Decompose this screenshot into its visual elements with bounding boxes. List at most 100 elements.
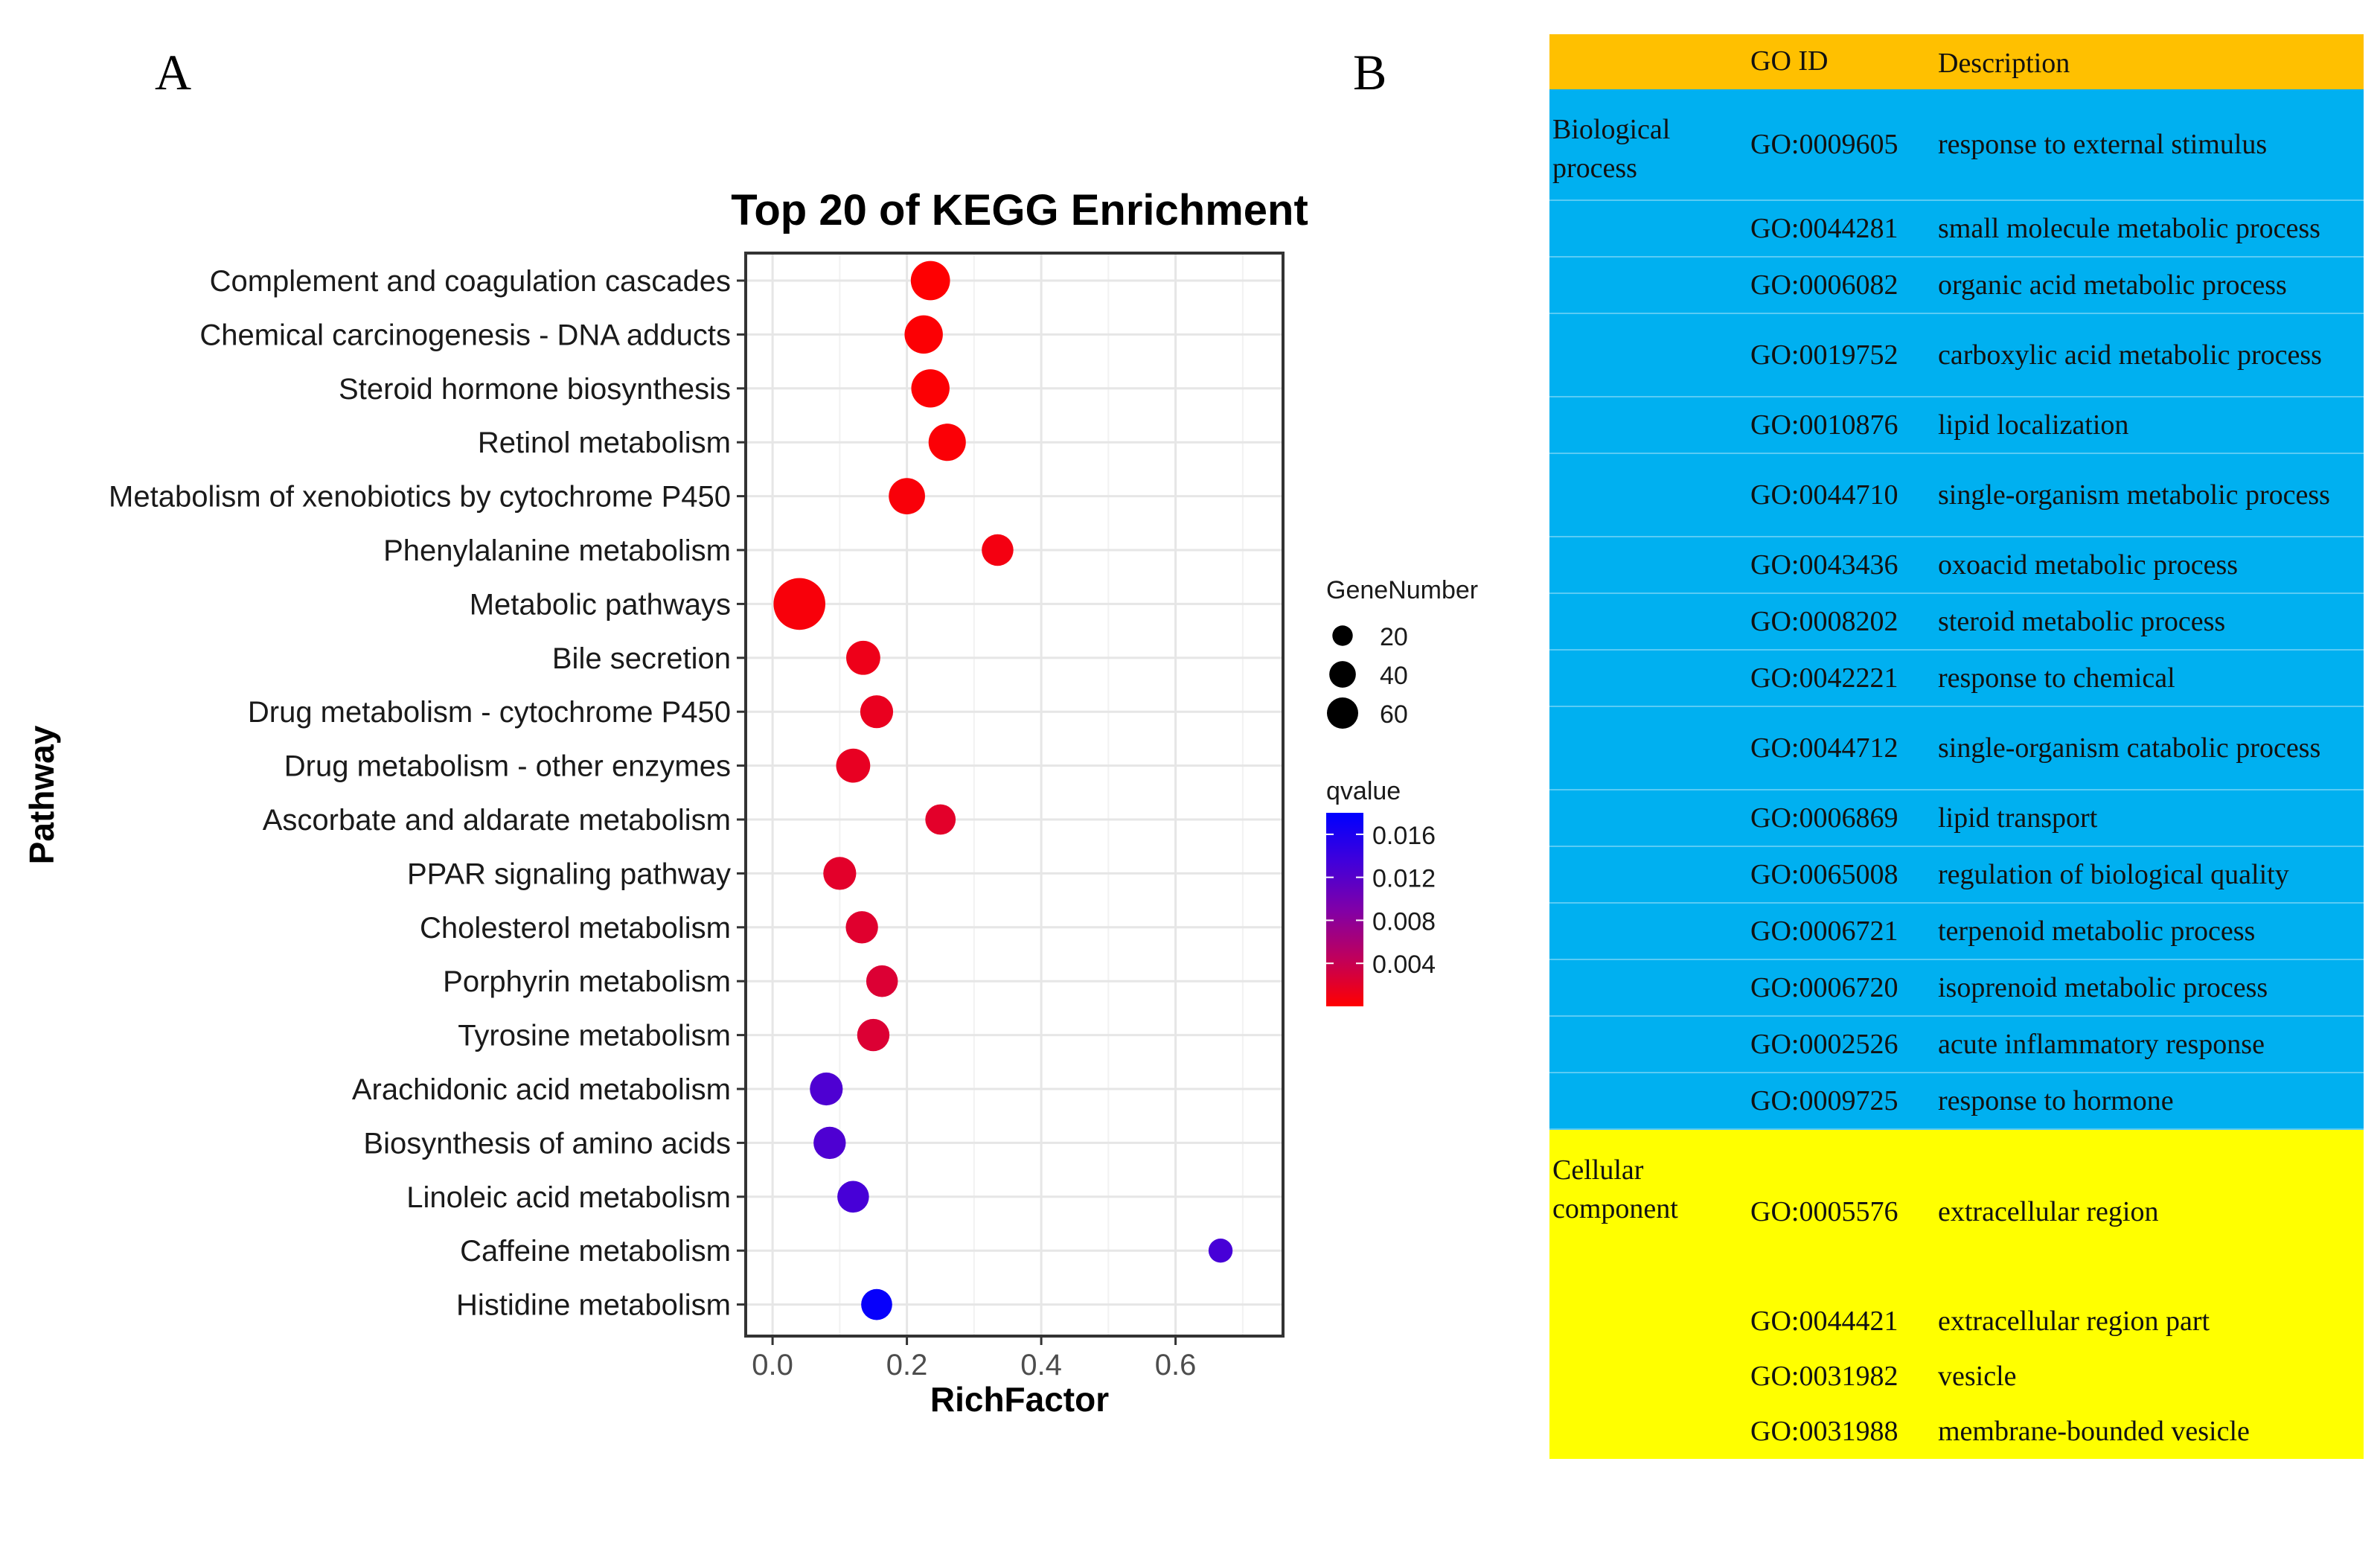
pathway-label: Caffeine metabolism [460, 1235, 731, 1268]
color-legend-label: 0.016 [1372, 822, 1436, 850]
pathway-label: Bile secretion [552, 642, 731, 675]
go-description-cell: single-organism catabolic process [1938, 732, 2321, 764]
pathway-label: Drug metabolism - cytochrome P450 [248, 696, 731, 729]
pathway-label: Arachidonic acid metabolism [352, 1073, 731, 1106]
go-id-cell: GO:0031988 [1750, 1416, 1898, 1447]
go-id-cell: GO:0008202 [1750, 606, 1898, 637]
go-table-row: GO:0002526 acute inflammatory response [1549, 1017, 2364, 1073]
go-description-cell: vesicle [1938, 1361, 2017, 1392]
go-table-row: GO:0044712 single-organism catabolic proc… [1549, 707, 2364, 790]
go-description-cell: extracellular region [1938, 1196, 2159, 1227]
pathway-label: Ascorbate and aldarate metabolism [263, 804, 731, 837]
size-legend-title: GeneNumber [1326, 576, 1478, 604]
go-id-cell: GO:0044421 [1750, 1306, 1898, 1337]
data-point [910, 261, 950, 301]
data-point [845, 911, 878, 944]
size-legend-dot [1329, 661, 1356, 688]
x-axis-title: RichFactor [930, 1380, 1109, 1419]
go-description-cell: steroid metabolic process [1938, 606, 2226, 637]
go-id-cell: GO:0019752 [1750, 339, 1898, 371]
go-table-row: GO:0010876 lipid localization [1549, 397, 2364, 454]
size-legend-label: 20 [1380, 623, 1408, 651]
size-legend-label: 60 [1380, 700, 1408, 729]
x-tick-label: 0.4 [1020, 1349, 1062, 1381]
go-id-cell: GO:0006869 [1750, 802, 1898, 834]
chart-title: Top 20 of KEGG Enrichment [731, 186, 1308, 234]
pathway-label: Porphyrin metabolism [443, 965, 731, 998]
size-legend-label: 40 [1380, 662, 1408, 690]
data-point [911, 369, 950, 408]
go-description-cell: single-organism metabolic process [1938, 479, 2330, 511]
data-point [773, 578, 825, 630]
data-point [810, 1072, 843, 1106]
y-axis-title: Pathway [22, 725, 61, 864]
go-table-row: GO:0006721 terpenoid metabolic process [1549, 904, 2364, 960]
pathway-label: Tyrosine metabolism [458, 1020, 731, 1052]
plot-background [746, 253, 1283, 1336]
go-description-cell: organic acid metabolic process [1938, 269, 2287, 301]
pathway-label: Chemical carcinogenesis - DNA adducts [199, 319, 731, 351]
data-point [861, 1288, 892, 1320]
go-sections: Biological process GO:0009605 response to … [1549, 89, 2364, 1459]
go-table-row: GO:0031988 membrane-bounded vesicle [1549, 1404, 2364, 1459]
go-table: GO ID Description Biological process GO:0… [1549, 34, 2364, 1459]
pathway-label: Metabolic pathways [470, 588, 731, 621]
x-tick-label: 0.2 [886, 1349, 928, 1381]
plot-border [744, 252, 1285, 1338]
go-id-cell: GO:0044712 [1750, 732, 1898, 764]
go-category-label: Biological process [1552, 114, 1671, 184]
pathway-label: Retinol metabolism [478, 427, 731, 459]
color-legend-title: qvalue [1326, 777, 1401, 805]
go-description-cell: lipid localization [1938, 409, 2129, 441]
go-description-cell: response to external stimulus [1938, 129, 2268, 160]
go-category-label: Cellular component [1552, 1154, 1678, 1224]
size-legend-dot [1332, 625, 1353, 646]
pathway-label: Cholesterol metabolism [420, 912, 731, 945]
pathway-label: Phenylalanine metabolism [383, 534, 731, 567]
x-tick-label: 0.0 [752, 1349, 793, 1381]
go-table-row: GO:0042221 response to chemical [1549, 651, 2364, 707]
pathway-label: Metabolism of xenobiotics by cytochrome … [109, 481, 731, 514]
go-table-row: GO:0065008 regulation of biological quali… [1549, 847, 2364, 904]
data-point [925, 804, 956, 835]
go-table-row: GO:0008202 steroid metabolic process [1549, 594, 2364, 651]
go-id-cell: GO:0006721 [1750, 916, 1898, 947]
color-legend-label: 0.012 [1372, 865, 1436, 893]
data-point [928, 424, 966, 461]
pathway-label: Linoleic acid metabolism [406, 1181, 731, 1214]
go-id-cell: GO:0042221 [1750, 662, 1898, 694]
go-id-header: GO ID [1750, 45, 1829, 77]
go-id-cell: GO:0002526 [1750, 1029, 1898, 1060]
x-tick-label: 0.6 [1155, 1349, 1197, 1381]
go-id-cell: GO:0009725 [1750, 1085, 1898, 1116]
data-point [1208, 1239, 1233, 1263]
pathway-label: Complement and coagulation cascades [210, 265, 731, 298]
go-description-cell: response to chemical [1938, 662, 2175, 694]
panel-label-b: B [1353, 44, 1387, 100]
go-id-cell: GO:0010876 [1750, 409, 1898, 441]
pathway-label: Biosynthesis of amino acids [363, 1127, 731, 1160]
go-table-row: GO:0043436 oxoacid metabolic process [1549, 537, 2364, 594]
go-table-row: GO:0006869 lipid transport [1549, 790, 2364, 847]
color-legend-label: 0.004 [1372, 951, 1436, 979]
data-point [860, 695, 894, 729]
go-id-cell: GO:0005576 [1750, 1196, 1898, 1227]
go-table-row: GO:0031982 vesicle [1549, 1349, 2364, 1404]
go-id-cell: GO:0044710 [1750, 479, 1898, 511]
data-point [889, 478, 925, 514]
go-description-cell: isoprenoid metabolic process [1938, 972, 2268, 1003]
go-description-cell: response to hormone [1938, 1085, 2174, 1116]
go-description-cell: acute inflammatory response [1938, 1029, 2265, 1060]
data-point [846, 640, 880, 675]
data-point [857, 1018, 890, 1052]
go-description-header: Description [1938, 48, 2070, 79]
go-id-cell: GO:0044281 [1750, 213, 1898, 244]
color-legend-bar [1326, 813, 1363, 1006]
go-id-cell: GO:0043436 [1750, 549, 1898, 581]
size-legend-dot [1326, 697, 1359, 729]
pathway-label: Steroid hormone biosynthesis [339, 373, 731, 406]
go-table-row: GO:0006082 organic acid metabolic process [1549, 258, 2364, 314]
go-table-row: GO:0009605 response to external stimulus [1549, 89, 2364, 201]
pathway-label: PPAR signaling pathway [407, 857, 731, 890]
pathway-label: Drug metabolism - other enzymes [284, 750, 731, 783]
